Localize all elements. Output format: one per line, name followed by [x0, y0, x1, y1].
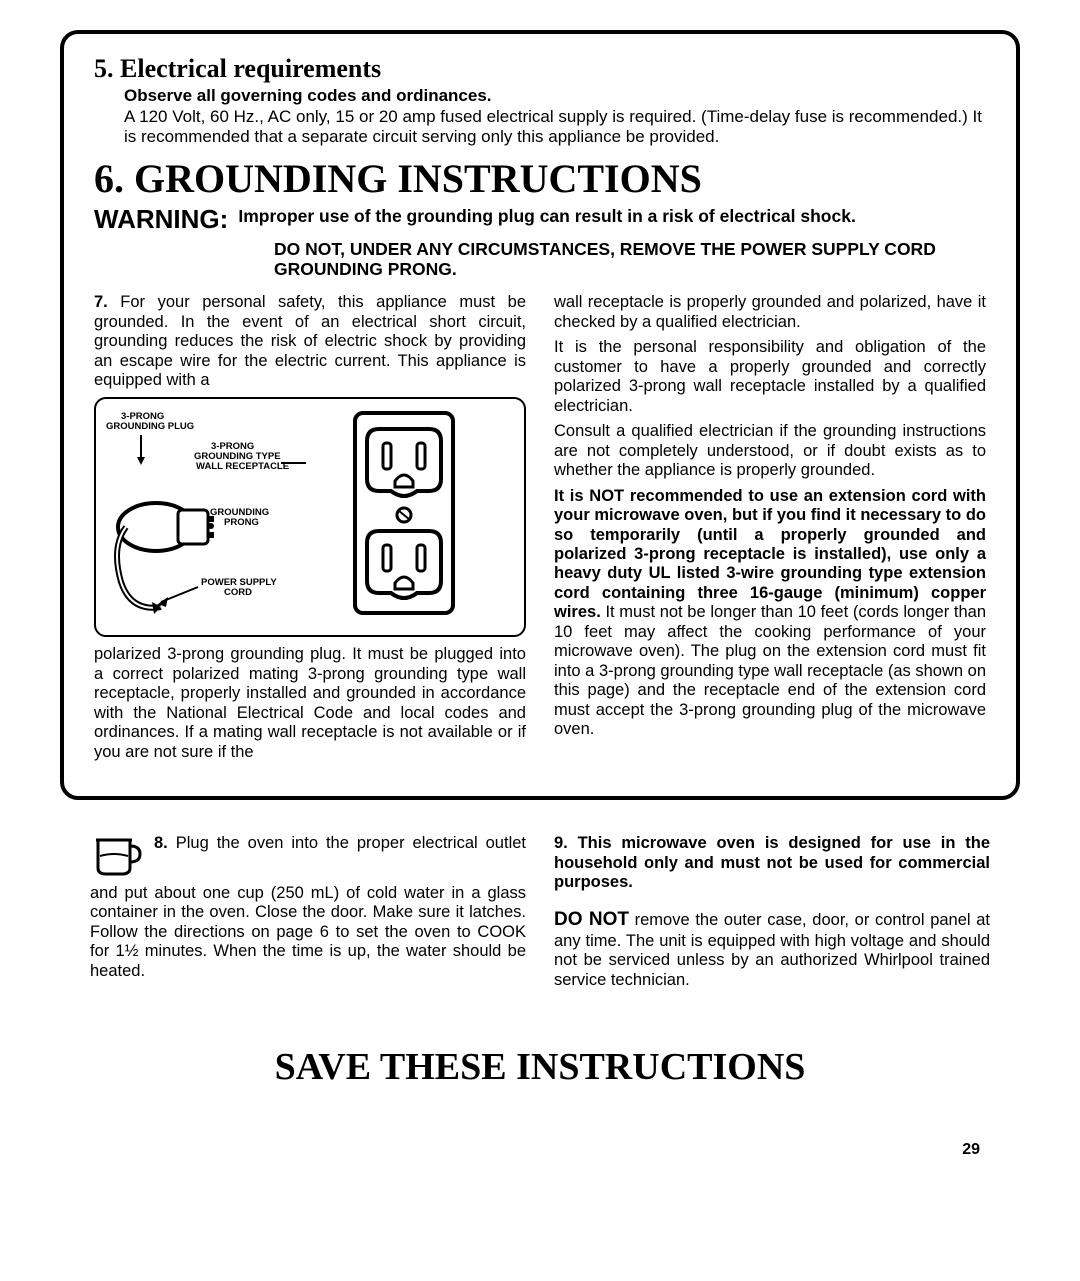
diagram-plug-side: 3-PRONG GROUNDING PLUG 3-PRONG GROUNDING… — [106, 407, 337, 627]
para-7-text: For your personal safety, this appliance… — [94, 293, 526, 389]
section-8-lead: 8. — [154, 834, 168, 852]
bordered-section: 5. Electrical requirements Observe all g… — [60, 30, 1020, 800]
section-9-p1: 9. This microwave oven is designed for u… — [554, 834, 990, 892]
svg-text:GROUNDING PLUG: GROUNDING PLUG — [106, 421, 194, 432]
section-9: 9. This microwave oven is designed for u… — [554, 818, 990, 1007]
section-6-title: 6. GROUNDING INSTRUCTIONS — [94, 155, 986, 202]
page-number: 29 — [962, 1141, 980, 1159]
section-9-bold: This microwave oven is designed for use … — [554, 834, 990, 891]
section-5-body: A 120 Volt, 60 Hz., AC only, 15 or 20 am… — [124, 107, 986, 147]
right-p4: It is NOT recommended to use an extensio… — [554, 487, 986, 740]
plug-diagram-svg: 3-PRONG GROUNDING PLUG 3-PRONG GROUNDING… — [106, 407, 316, 622]
diagram-outlet-side — [349, 407, 514, 627]
svg-text:WALL RECEPTACLE: WALL RECEPTACLE — [196, 461, 289, 472]
right-p2: It is the personal responsibility and ob… — [554, 338, 986, 416]
cup-icon — [90, 834, 142, 883]
section-5-observe: Observe all governing codes and ordinanc… — [124, 86, 986, 106]
outlet-diagram-svg — [349, 407, 459, 622]
section-5-title: 5. Electrical requirements — [94, 54, 986, 84]
page: 5. Electrical requirements Observe all g… — [60, 30, 1020, 1089]
grounding-diagram: 3-PRONG GROUNDING PLUG 3-PRONG GROUNDING… — [94, 397, 526, 637]
right-p3: Consult a qualified electrician if the g… — [554, 422, 986, 480]
save-instructions-title: SAVE THESE INSTRUCTIONS — [60, 1045, 1020, 1089]
svg-text:CORD: CORD — [224, 587, 252, 598]
section-8-text: 8. Plug the oven into the proper electri… — [90, 834, 526, 981]
section-9-lead: 9. — [554, 834, 568, 852]
para-7-cont: polarized 3-prong grounding plug. It mus… — [94, 645, 526, 762]
right-p1: wall receptacle is properly grounded and… — [554, 293, 986, 332]
two-column-body: 7. For your personal safety, this applia… — [94, 293, 986, 768]
section-9-p2: DO NOT remove the outer case, door, or c… — [554, 909, 990, 990]
para-7: 7. For your personal safety, this applia… — [94, 293, 526, 390]
right-p4-rest: It must not be longer than 10 feet (cord… — [554, 603, 986, 738]
section-8-9-row: 8. Plug the oven into the proper electri… — [60, 818, 1020, 1007]
para-7-lead: 7. — [94, 293, 108, 311]
right-column: wall receptacle is properly grounded and… — [554, 293, 986, 768]
section-8: 8. Plug the oven into the proper electri… — [90, 818, 526, 1007]
section-9-donot: DO NOT — [554, 909, 629, 930]
section-8-body: Plug the oven into the proper electrical… — [90, 834, 526, 979]
warning-row: WARNING: Improper use of the grounding p… — [94, 204, 986, 235]
warning-text: Improper use of the grounding plug can r… — [238, 206, 855, 226]
left-column: 7. For your personal safety, this applia… — [94, 293, 526, 768]
warning-label: WARNING: — [94, 204, 228, 235]
do-not-text: DO NOT, UNDER ANY CIRCUMSTANCES, REMOVE … — [274, 239, 986, 279]
svg-text:PRONG: PRONG — [224, 517, 259, 528]
right-p4-bold: It is NOT recommended to use an extensio… — [554, 487, 986, 622]
